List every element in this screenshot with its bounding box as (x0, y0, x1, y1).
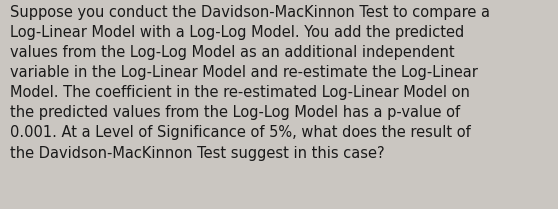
Text: Suppose you conduct the Davidson-MacKinnon Test to compare a
Log-Linear Model wi: Suppose you conduct the Davidson-MacKinn… (10, 5, 490, 161)
